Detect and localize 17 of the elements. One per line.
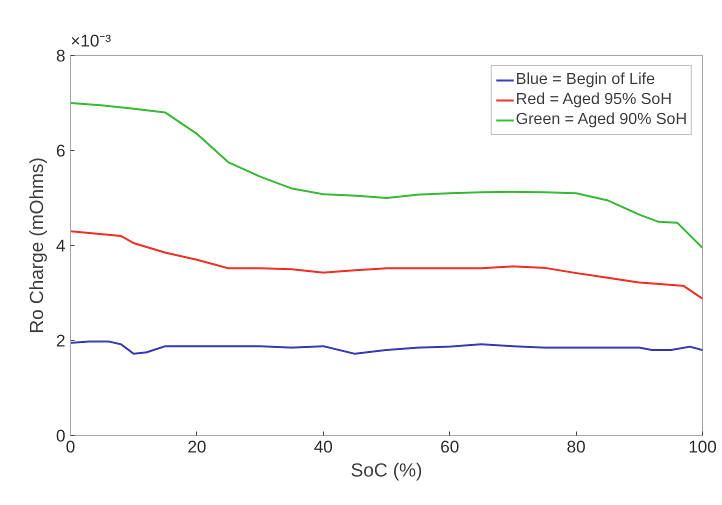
- line-series: [70, 340, 702, 355]
- x-tick-label: 60: [440, 438, 460, 456]
- x-tick-label: 20: [187, 438, 206, 456]
- legend-label: Blue = Begin of Life: [516, 71, 655, 89]
- text: ×10⁻³: [70, 32, 112, 50]
- y-tick-label: 2: [56, 332, 66, 350]
- legend-label: Green = Aged 90% SoH: [516, 111, 687, 129]
- x-tick-label: 80: [566, 438, 586, 456]
- y-tick-label: 8: [56, 46, 66, 66]
- x-tick-label: 40: [314, 438, 333, 456]
- legend-label: Red = Aged 95% SoH: [516, 91, 672, 109]
- x-axis-title: SoC (%): [350, 460, 422, 482]
- line-series: [70, 230, 702, 300]
- y-axis-title: Ro Charge (mOhms): [27, 157, 48, 334]
- y-tick-label: 6: [56, 142, 66, 160]
- y-tick-label: 4: [56, 236, 66, 256]
- x-tick-label: 100: [688, 438, 717, 456]
